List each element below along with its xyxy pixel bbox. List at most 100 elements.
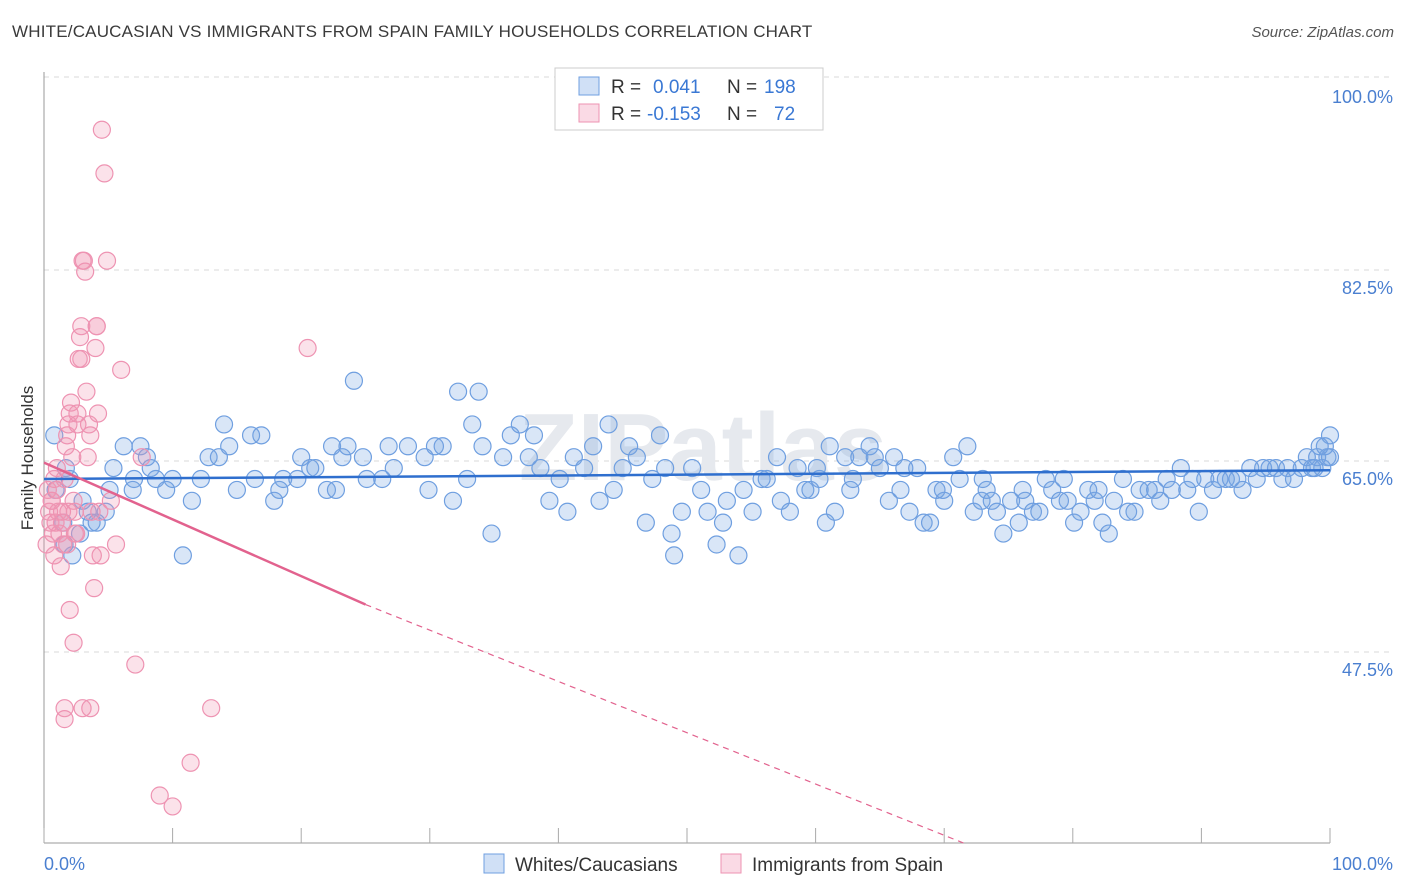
data-point — [61, 393, 81, 412]
data-point — [972, 491, 991, 510]
data-point — [683, 458, 702, 478]
data-point — [306, 458, 325, 478]
data-point — [95, 164, 114, 183]
data-point — [1085, 491, 1104, 510]
data-point — [202, 699, 221, 718]
data-point — [575, 458, 594, 478]
data-point — [132, 448, 151, 467]
data-point — [42, 491, 61, 510]
data-point — [958, 437, 977, 456]
legend-swatch-blue — [578, 76, 600, 96]
legend-n-value: 198 — [764, 77, 796, 98]
data-point — [82, 502, 101, 521]
bottom-legend-spain: Immigrants from Spain — [752, 855, 943, 876]
data-point — [914, 513, 933, 532]
y-tick-label: 82.5% — [1342, 278, 1393, 298]
data-point — [1254, 458, 1273, 478]
data-point — [1189, 502, 1208, 521]
bottom-legend-swatch-pink — [720, 853, 742, 874]
data-point — [88, 404, 108, 423]
data-point — [344, 371, 364, 390]
legend: R = 0.041 N = 198 R = -0.153 N = 72 — [554, 67, 824, 131]
data-point — [510, 415, 529, 434]
data-point — [900, 502, 919, 521]
data-point — [252, 426, 271, 445]
data-point — [1162, 480, 1181, 500]
data-point — [92, 120, 111, 139]
data-point — [987, 502, 1007, 521]
data-point — [734, 480, 753, 500]
data-point — [796, 480, 815, 500]
data-point — [1030, 502, 1049, 521]
data-point — [126, 655, 145, 674]
data-point — [85, 579, 104, 598]
data-point — [473, 437, 492, 456]
data-point — [590, 491, 609, 510]
data-point — [636, 513, 655, 532]
data-point — [288, 469, 307, 489]
data-point — [433, 437, 452, 456]
data-point — [60, 600, 79, 620]
data-point — [524, 426, 544, 445]
data-point — [1099, 524, 1118, 543]
data-point — [1113, 469, 1133, 489]
data-point — [1064, 513, 1084, 532]
data-point — [90, 502, 109, 521]
data-point — [199, 448, 218, 467]
data-point — [825, 502, 844, 521]
legend-r-value: -0.153 — [647, 104, 701, 125]
data-point — [65, 524, 84, 543]
data-point — [717, 491, 736, 510]
data-point — [63, 448, 82, 467]
data-point — [68, 404, 87, 423]
data-point — [72, 317, 91, 336]
data-point — [820, 437, 839, 456]
data-point — [274, 469, 293, 489]
data-point — [604, 480, 623, 500]
data-point — [425, 437, 445, 456]
data-point — [767, 448, 787, 467]
data-point — [419, 480, 438, 500]
legend-r-label: R = — [611, 104, 641, 125]
data-point — [1104, 491, 1124, 510]
trend-lines — [43, 461, 1331, 844]
legend-n-value: 72 — [774, 104, 795, 125]
data-point — [353, 448, 373, 467]
data-point — [933, 480, 953, 500]
series-spain — [37, 120, 317, 816]
data-point — [713, 513, 733, 532]
data-point — [599, 415, 618, 434]
data-point — [1139, 480, 1158, 500]
legend-box — [554, 67, 824, 131]
data-point — [692, 480, 711, 500]
data-point — [97, 251, 117, 270]
data-point — [265, 491, 284, 510]
data-point — [220, 437, 239, 456]
data-point — [443, 491, 463, 510]
data-point — [173, 546, 192, 565]
y-axis-title: Family Households — [18, 386, 37, 531]
bottom-legend-whites: Whites/Caucasians — [515, 855, 678, 876]
data-point — [96, 502, 115, 521]
watermark: ZIPatlas — [519, 394, 887, 501]
trend-line-whites — [43, 469, 1331, 481]
data-point — [55, 710, 74, 729]
y-tick-labels: 100.0% 82.5% 65.0% 47.5% — [1332, 87, 1393, 680]
data-point — [662, 524, 681, 543]
data-point — [780, 502, 799, 521]
data-point — [482, 524, 501, 543]
data-point — [707, 535, 726, 554]
data-point — [1054, 469, 1073, 489]
data-point — [865, 448, 884, 467]
data-point — [550, 469, 569, 489]
data-point — [59, 502, 78, 521]
data-point — [1118, 502, 1138, 521]
data-point — [584, 437, 603, 456]
data-point — [1079, 480, 1098, 500]
data-point — [55, 699, 74, 718]
data-point — [45, 426, 64, 445]
trend-line-spain — [43, 461, 367, 606]
data-point — [1009, 513, 1028, 532]
data-point — [1093, 513, 1112, 532]
data-point — [384, 458, 403, 478]
